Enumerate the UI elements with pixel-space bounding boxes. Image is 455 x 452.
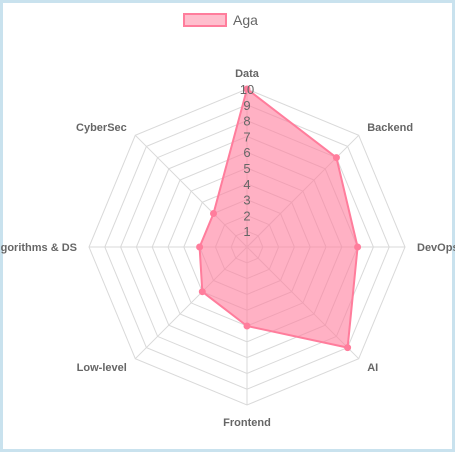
data-point-5[interactable] (198, 288, 206, 296)
axis-label-1: Backend (367, 122, 413, 134)
tick-label-2: 2 (243, 208, 250, 223)
data-point-7[interactable] (210, 210, 217, 217)
tick-label-1: 1 (243, 224, 250, 239)
tick-label-10: 10 (240, 82, 254, 97)
data-point-2[interactable] (354, 243, 362, 251)
axis-labels: Data Backend DevOps AI Frontend Low-level Algo… (0, 68, 455, 429)
data-point-6[interactable] (196, 243, 204, 251)
axis-label-4: Frontend (223, 417, 271, 429)
tick-label-9: 9 (243, 98, 250, 113)
data-point-4[interactable] (243, 322, 251, 330)
radar-series (196, 85, 362, 352)
series-area (198, 87, 359, 349)
data-point-1[interactable] (332, 154, 340, 162)
axis-label-0: Data (235, 68, 260, 80)
data-point-3[interactable] (344, 344, 352, 352)
legend[interactable]: Aga (183, 12, 258, 28)
axis-label-7: CyberSec (76, 122, 127, 134)
tick-label-3: 3 (243, 193, 250, 208)
tick-label-7: 7 (243, 129, 250, 144)
data-point-0[interactable] (243, 85, 251, 93)
axis-label-2: DevOps (417, 242, 455, 254)
axis-label-3: AI (367, 362, 378, 374)
tick-label-6: 6 (243, 145, 250, 160)
tick-label-8: 8 (243, 114, 250, 129)
axis-label-5: Low-level (77, 362, 127, 374)
axis-label-6: Algorithms & DS (0, 242, 77, 254)
legend-label: Aga (233, 12, 258, 28)
tick-label-4: 4 (243, 177, 250, 192)
tick-label-5: 5 (243, 161, 250, 176)
legend-swatch (183, 13, 227, 27)
